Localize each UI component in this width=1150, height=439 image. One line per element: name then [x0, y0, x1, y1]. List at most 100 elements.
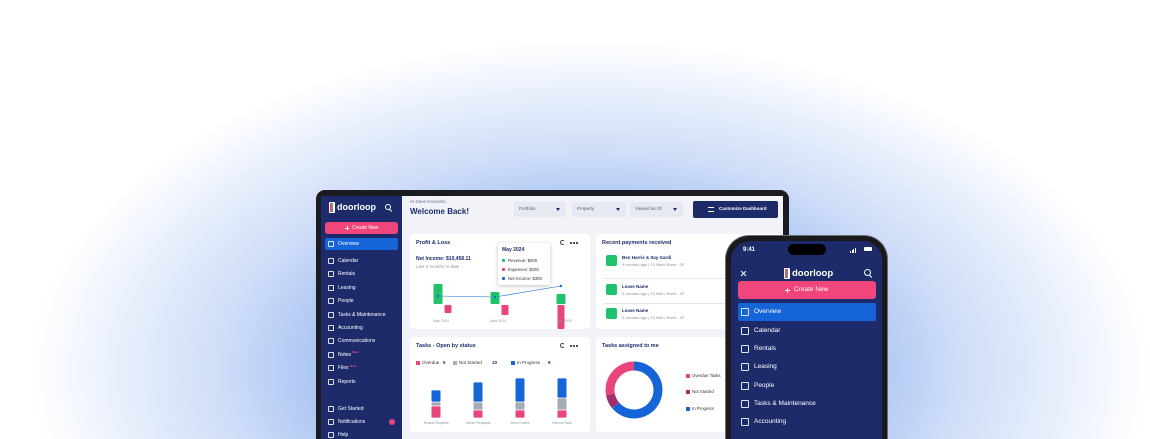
revenue-bar	[556, 294, 566, 304]
filter-dropdown[interactable]: Viewed as Of	[630, 202, 683, 217]
menu-item[interactable]: Files New	[325, 362, 398, 374]
footer-menu-label: Get Started	[338, 406, 364, 412]
card-title: Tasks assigned to me	[602, 343, 659, 349]
close-button[interactable]	[738, 268, 748, 278]
legend-swatch	[416, 361, 420, 365]
payment-row[interactable]: Ben Harris & Itay Gardi 5 minutes ago | 1…	[596, 255, 783, 279]
period: Last 3 months to date	[416, 264, 460, 269]
menu-item[interactable]: Accounting	[738, 416, 876, 428]
trend-point	[493, 295, 497, 299]
stacked-bar-segment	[515, 402, 525, 410]
signal-bar	[851, 250, 853, 253]
menu-item[interactable]: Accounting	[325, 322, 398, 334]
footer-menu-item[interactable]: Get Started	[325, 403, 398, 415]
payment-meta: 5 minutes ago | 15 Main Street - 2F	[622, 315, 685, 320]
legend-count: 10	[492, 359, 498, 365]
menu-item[interactable]: Rentals	[738, 343, 876, 355]
dot	[573, 242, 575, 244]
refresh-icon[interactable]	[560, 343, 565, 348]
footer-menu-item[interactable]: Help	[325, 429, 398, 439]
menu-icon	[328, 311, 334, 318]
stacked-bar-segment	[431, 406, 441, 418]
menu-item[interactable]: Overview	[325, 238, 398, 250]
payment-icon	[606, 308, 617, 319]
signal-bar	[850, 251, 851, 253]
create-button[interactable]: Create New	[738, 281, 876, 299]
new-badge: New	[350, 363, 357, 368]
stacked-bar-segment	[473, 382, 483, 402]
filter-dropdown[interactable]: Property	[572, 202, 626, 217]
plus-icon	[785, 287, 790, 293]
menu-label: Accounting	[754, 418, 787, 425]
payment-name: Ben Harris & Itay Gardi	[622, 255, 672, 260]
create-button[interactable]: Create New	[325, 222, 398, 234]
tasks-chart: Tenant Requests Owner Requests Work Orders…	[423, 378, 572, 425]
menu-icon	[741, 327, 749, 335]
payment-row[interactable]: Lease Name 5 minutes ago | 15 Main Street…	[596, 308, 783, 328]
legend-label: In Progress	[517, 359, 541, 365]
menu-item[interactable]: Leasing	[738, 361, 876, 373]
x-tick-label: Work Orders	[510, 421, 529, 425]
signal-bar	[853, 249, 855, 253]
donut-segment	[605, 361, 635, 396]
menu-item[interactable]: Calendar	[738, 325, 876, 337]
menu-item[interactable]: Leasing	[325, 282, 398, 294]
payment-name: Lease Name	[622, 308, 649, 313]
logo-mark	[784, 268, 790, 279]
menu-item[interactable]: Tasks & Maintenance	[325, 309, 398, 321]
menu-label: Rentals	[754, 345, 777, 353]
menu-item[interactable]: Notes New	[325, 349, 398, 361]
more-menu[interactable]	[570, 345, 578, 347]
legend-swatch	[511, 361, 515, 365]
menu-item[interactable]: Tasks & Maintenance	[738, 398, 876, 410]
laptop: doorloop Create New Overview Calendar Rental…	[316, 190, 789, 439]
menu-label: Files	[338, 365, 349, 372]
legend-label: Not Started	[459, 359, 482, 365]
donut-chart	[605, 361, 663, 419]
payment-name: Lease Name	[622, 284, 649, 289]
search-icon	[385, 204, 391, 210]
footer-menu-item[interactable]: Notifications	[325, 416, 398, 428]
legend-label: In Progress	[692, 405, 714, 411]
more-menu[interactable]	[570, 242, 578, 244]
refresh-icon[interactable]	[560, 240, 565, 245]
payment-row[interactable]: Lease Name 5 minutes ago | 15 Main Street…	[596, 284, 783, 304]
card-title: Profit & Loss	[416, 240, 451, 246]
legend-label: Overdue Tasks	[692, 372, 721, 378]
search-icon	[864, 269, 871, 276]
create-button-label: Create New	[352, 225, 379, 231]
revenue-bar	[433, 284, 443, 304]
customize-button[interactable]: Customize Dashboard	[693, 201, 778, 218]
payment-icon	[606, 284, 617, 295]
notification-dot	[389, 419, 395, 425]
logo-mark-pink	[785, 269, 787, 278]
filter-dropdown[interactable]: Portfolio	[514, 202, 566, 217]
caret	[616, 208, 620, 211]
signal-bar	[854, 248, 856, 253]
x-tick-label: Owner Requests	[465, 421, 491, 425]
menu-item[interactable]: Rentals	[325, 268, 398, 280]
menu-item[interactable]: Overview	[738, 303, 876, 321]
menu-label: Accounting	[338, 325, 363, 331]
expense-bar	[501, 305, 509, 315]
menu-item[interactable]: Calendar	[325, 255, 398, 267]
customize-button-label: Customize Dashboard	[719, 206, 767, 211]
menu-icon	[741, 399, 749, 408]
menu-item[interactable]: Reports	[325, 376, 398, 388]
search-handle	[868, 274, 872, 278]
stacked-bar-segment	[473, 402, 483, 410]
menu-label: Overview	[338, 241, 359, 247]
net-income: Net Income: $10,458.11	[416, 256, 471, 262]
menu-item[interactable]: People	[325, 295, 398, 307]
menu-icon	[328, 406, 334, 412]
menu-label: Leasing	[338, 284, 356, 291]
donut-segment	[606, 393, 620, 409]
dynamic-island	[788, 244, 826, 255]
dot	[576, 242, 578, 244]
menu-item[interactable]: Communications	[325, 335, 398, 347]
tooltip-dot	[502, 268, 505, 271]
menu-item[interactable]: People	[738, 380, 876, 392]
payment-meta: 5 minutes ago | 15 Main Street - 2F	[622, 291, 685, 296]
menu-icon	[328, 365, 334, 372]
footer-menu-label: Notifications	[338, 419, 366, 425]
